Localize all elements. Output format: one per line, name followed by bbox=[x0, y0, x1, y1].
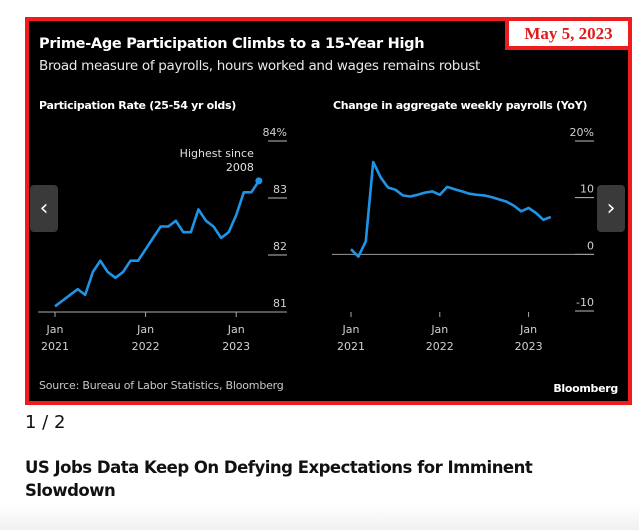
left-panel-title: Participation Rate (25-54 yr olds) bbox=[39, 99, 236, 112]
chart-subtitle: Broad measure of payrolls, hours worked … bbox=[39, 58, 481, 74]
chart-frame: Prime-Age Participation Climbs to a 15-Y… bbox=[25, 17, 632, 405]
pager-separator: / bbox=[36, 412, 54, 433]
previous-slide-button[interactable]: ‹ bbox=[30, 185, 58, 232]
chart-title: Prime-Age Participation Climbs to a 15-Y… bbox=[39, 36, 425, 52]
bottom-fade bbox=[0, 505, 639, 530]
source-note: Source: Bureau of Labor Statistics, Bloo… bbox=[39, 379, 284, 392]
chevron-right-icon: › bbox=[606, 196, 616, 221]
total-slides: 2 bbox=[53, 412, 66, 433]
next-slide-button[interactable]: › bbox=[597, 185, 625, 232]
article-headline[interactable]: US Jobs Data Keep On Defying Expectation… bbox=[25, 458, 533, 500]
date-badge: May 5, 2023 bbox=[505, 17, 632, 50]
current-slide: 1 bbox=[25, 412, 37, 433]
bloomberg-logo: Bloomberg bbox=[553, 382, 618, 395]
right-panel-title: Change in aggregate weekly payrolls (YoY… bbox=[333, 99, 588, 112]
chevron-left-icon: ‹ bbox=[39, 196, 49, 221]
slide-pager: 1 / 2 bbox=[25, 412, 65, 433]
